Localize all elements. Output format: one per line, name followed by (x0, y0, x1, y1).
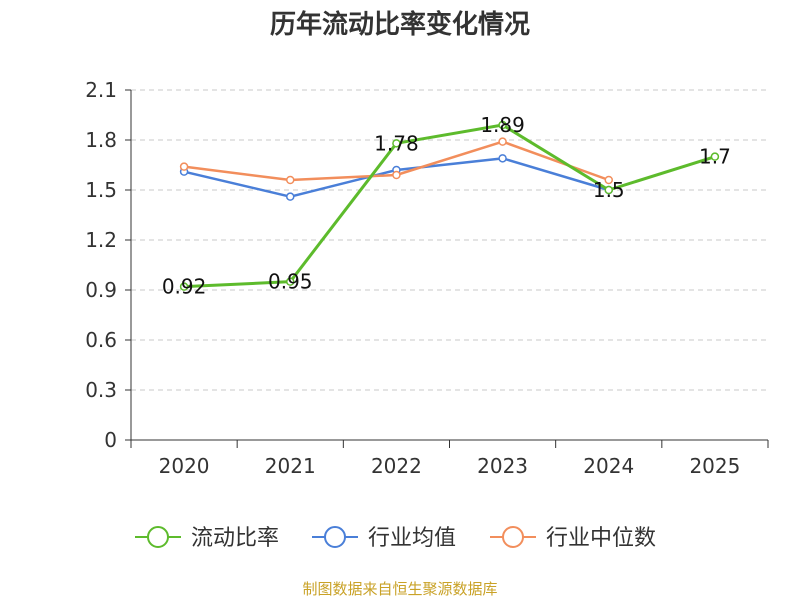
x-tick-label: 2024 (583, 454, 634, 478)
y-tick-label: 0.6 (85, 328, 117, 352)
x-tick-label: 2022 (371, 454, 422, 478)
y-tick-label: 1.2 (85, 228, 117, 252)
data-point (392, 139, 401, 148)
y-tick-label: 0.9 (85, 278, 117, 302)
data-point (710, 152, 720, 161)
y-tick-label: 0 (104, 428, 117, 452)
data-point (498, 137, 507, 146)
data-point (179, 162, 189, 171)
legend-swatch-marker (147, 526, 169, 548)
data-point (286, 192, 295, 201)
y-tick-label: 0.3 (85, 378, 117, 402)
data-point (179, 282, 189, 291)
legend-label: 流动比率 (191, 526, 279, 551)
x-tick-label: 2023 (477, 454, 528, 478)
data-point (498, 154, 507, 163)
data-label: 1.89 (480, 113, 525, 137)
data-label: 1.78 (374, 131, 419, 155)
legend-label: 行业均值 (368, 526, 456, 551)
data-label: 1.5 (593, 178, 625, 202)
legend-label: 行业中位数 (546, 526, 656, 551)
data-point (498, 120, 507, 130)
data-point (392, 170, 401, 180)
data-point (286, 175, 295, 185)
x-tick-label: 2021 (265, 454, 316, 478)
y-tick-label: 1.5 (85, 178, 117, 202)
legend-swatch-marker (324, 526, 346, 548)
data-point (604, 185, 613, 195)
data-label: 1.7 (699, 145, 731, 169)
legend-swatch-marker (502, 526, 524, 548)
chart-title: 历年流动比率变化情况 (269, 10, 530, 40)
data-point (604, 175, 613, 185)
x-tick-label: 2020 (159, 454, 210, 478)
y-tick-label: 2.1 (85, 78, 117, 102)
data-label: 0.95 (268, 270, 313, 294)
data-source-note: 制图数据来自恒生聚源数据库 (302, 580, 498, 598)
series-line-1 (184, 123, 716, 289)
y-tick-label: 1.8 (85, 128, 117, 152)
x-tick-label: 2025 (689, 454, 740, 478)
data-label: 0.92 (162, 275, 207, 299)
data-point (286, 277, 295, 286)
